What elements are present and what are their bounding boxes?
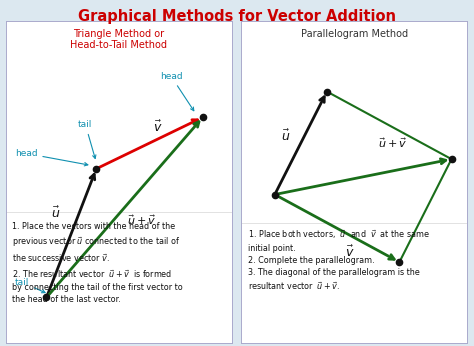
Text: $\vec{v}$: $\vec{v}$ [153,119,162,135]
Text: $\vec{u}+\vec{v}$: $\vec{u}+\vec{v}$ [127,213,156,227]
Text: head: head [15,149,88,166]
Text: $\vec{u}$: $\vec{u}$ [51,206,60,221]
Text: Graphical Methods for Vector Addition: Graphical Methods for Vector Addition [78,9,396,24]
Text: $\vec{u}$: $\vec{u}$ [282,129,291,144]
Text: 1. Place both vectors,  $\vec{u}$  and  $\vec{v}$  at the same
initial point.
2.: 1. Place both vectors, $\vec{u}$ and $\v… [247,228,429,292]
Text: tail: tail [15,277,45,293]
Text: 1. Place the vectors with the head of the
previous vector $\vec{u}$ connected to: 1. Place the vectors with the head of th… [12,222,183,304]
Text: Triangle Method or
Head-to-Tail Method: Triangle Method or Head-to-Tail Method [71,29,167,51]
Text: Parallelogram Method: Parallelogram Method [301,29,408,39]
Text: $\vec{v}$: $\vec{v}$ [345,245,355,260]
Text: $\vec{u}+\vec{v}$: $\vec{u}+\vec{v}$ [378,136,407,150]
Text: head: head [160,72,194,111]
Text: tail: tail [78,120,96,158]
